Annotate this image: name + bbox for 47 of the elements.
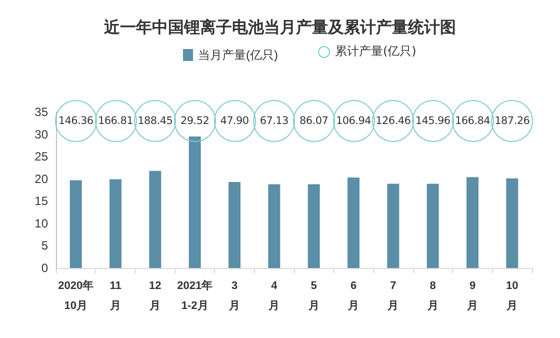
annotation: 106.94: [332, 100, 374, 142]
bar: [308, 184, 320, 268]
x-tick-label: 11 月: [109, 280, 122, 312]
annotation: 145.96: [412, 100, 454, 142]
annotation: 67.13: [253, 100, 296, 142]
x-tick-label: 2020年 10月: [58, 279, 94, 312]
y-tick-label: 25: [34, 150, 48, 164]
chart-title: 近一年中国锂离子电池当月产量及累计产量统计图: [103, 18, 456, 36]
x-tick-label: 10 月: [506, 280, 518, 312]
annotation: 47.90: [214, 100, 256, 142]
x-tick-label: 5 月: [307, 280, 320, 312]
bar: [506, 178, 518, 268]
bar: [268, 184, 280, 268]
bar: [466, 177, 478, 268]
x-tick-label: 2021年 1-2月: [177, 279, 213, 312]
y-tick-label: 35: [34, 105, 48, 119]
x-tick-label: 4 月: [268, 280, 280, 312]
annotation: 166.84: [452, 100, 494, 142]
annotation: 188.45: [134, 100, 176, 142]
annotation: 126.46: [372, 100, 414, 142]
annotation: 187.26: [491, 100, 534, 142]
y-tick-label: 30: [34, 127, 48, 142]
bar: [149, 170, 162, 268]
legend-label: 当月产量(亿只): [198, 48, 278, 62]
x-tick-label: 9 月: [466, 280, 478, 312]
bar: [110, 179, 122, 268]
bar: [70, 180, 82, 268]
x-tick-label: 8 月: [426, 280, 438, 312]
y-tick-label: 5: [41, 238, 48, 253]
annotation: 86.07: [292, 100, 335, 142]
bar: [228, 182, 240, 268]
x-tick-label: 3 月: [228, 280, 240, 312]
y-tick-label: 0: [41, 261, 48, 275]
y-tick-label: 10: [34, 216, 48, 230]
text: 累计产量(亿只): [335, 43, 416, 60]
y-tick-label: 20: [34, 172, 48, 186]
x-tick-label: 7 月: [386, 280, 399, 312]
annotation: 29.52: [174, 100, 216, 142]
bar: [188, 136, 201, 268]
annotation: 146.36: [54, 100, 97, 142]
x-tick-label: 6 月: [347, 280, 359, 312]
bar: [348, 178, 360, 268]
bar: [387, 184, 400, 268]
y-tick-label: 15: [34, 194, 48, 208]
annotation: 166.81: [94, 100, 136, 142]
x-tick-label: 12 月: [148, 280, 162, 312]
bar: [426, 184, 439, 268]
